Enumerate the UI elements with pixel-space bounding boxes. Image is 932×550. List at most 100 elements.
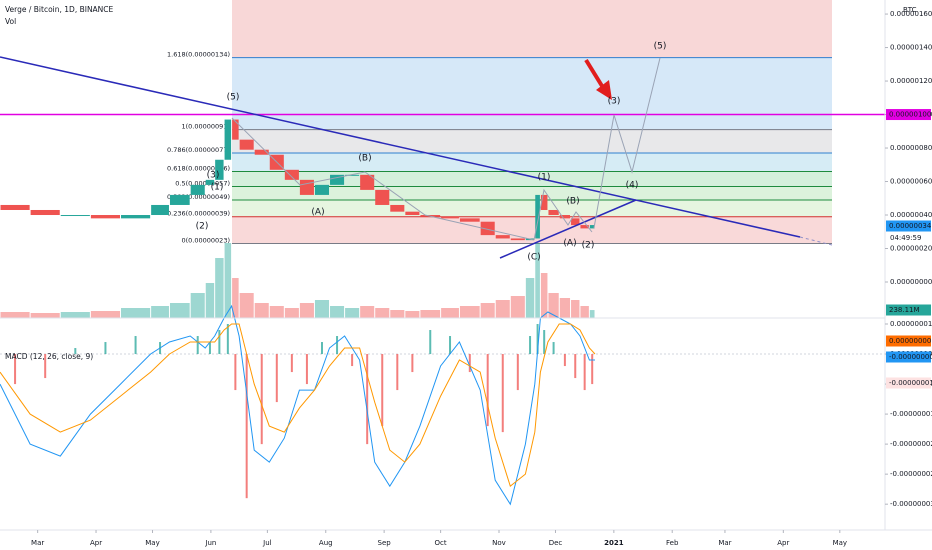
histogram-bar	[486, 354, 489, 427]
x-tick-label: Apr	[777, 539, 789, 547]
wave-label: (4)	[626, 181, 639, 191]
x-tick-label: Aug	[319, 539, 333, 547]
volume-bar	[239, 293, 254, 318]
macd-badge: -0.00000000	[889, 353, 932, 361]
candle	[0, 204, 30, 210]
fib-zone	[232, 129, 832, 154]
histogram-bar	[275, 354, 278, 403]
axis-unit: BTC	[903, 6, 917, 14]
trend-line	[0, 56, 801, 238]
wave-label: (3)	[608, 97, 621, 107]
histogram-bar	[290, 354, 293, 373]
histogram-bar	[320, 342, 323, 355]
volume-bar	[314, 300, 330, 318]
candle	[571, 218, 580, 226]
histogram-bar	[245, 354, 248, 499]
macd-line	[0, 323, 596, 488]
candle	[60, 215, 90, 217]
volume-bar	[151, 306, 169, 318]
volume-bar	[205, 283, 215, 318]
histogram-bar	[574, 354, 577, 379]
volume-title: Vol	[5, 17, 16, 26]
volume-bar	[269, 306, 284, 318]
countdown: 04:49:59	[890, 234, 921, 242]
candle	[299, 179, 314, 195]
wave-label: (5)	[654, 42, 667, 52]
price-badge-box	[886, 220, 931, 232]
macd-title: MACD (12, 26, close, 9)	[5, 352, 93, 361]
candle	[375, 189, 390, 205]
candle	[169, 194, 190, 205]
volume-bar	[540, 273, 548, 318]
fib-label: 1(0.00000091)	[182, 123, 231, 131]
candle	[215, 159, 224, 180]
candle	[330, 174, 345, 185]
candle	[580, 225, 589, 229]
volume-bar	[224, 243, 232, 318]
x-tick-label: Apr	[90, 539, 102, 547]
histogram-bar	[411, 354, 414, 373]
y-tick-label: -0.00000001	[890, 410, 932, 418]
y-tick-label: 0.00000140	[890, 44, 932, 52]
x-tick-label: 2021	[604, 539, 624, 547]
x-tick-label: May	[833, 539, 847, 547]
wave-label: (A)	[311, 208, 324, 218]
candle	[510, 238, 525, 241]
signal-badge: 0.00000000	[889, 337, 931, 345]
wave-label: (C)	[527, 253, 540, 263]
volume-bar	[215, 258, 224, 318]
wave-label: (B)	[358, 154, 371, 164]
fib-label: 0.236(0.00000039)	[167, 210, 230, 218]
volume-bar	[169, 303, 190, 318]
histogram-bar	[429, 330, 432, 355]
y-tick-label: -0.00000002	[890, 470, 932, 478]
candle	[30, 209, 60, 216]
candle	[284, 169, 299, 180]
histogram-bar	[381, 354, 384, 427]
wave-path	[231, 117, 535, 241]
volume-bar	[441, 308, 459, 318]
histogram-bar	[234, 354, 237, 391]
level-badge: 0.00000100	[889, 111, 931, 119]
volume-bar	[299, 303, 314, 318]
volume-bar	[580, 306, 589, 318]
histogram-bar	[563, 354, 566, 367]
volume-badge-box	[886, 304, 931, 316]
volume-bar	[535, 243, 540, 318]
macd-line	[0, 304, 595, 506]
histogram-bar	[336, 336, 339, 355]
volume-bar	[589, 310, 595, 318]
volume-bar	[459, 306, 480, 318]
fib-zone	[232, 57, 832, 130]
histogram-bar	[449, 336, 452, 355]
volume-bar	[284, 308, 299, 318]
histogram-bar	[536, 324, 539, 355]
projection-path	[593, 57, 661, 229]
volume-bar	[495, 300, 510, 318]
level-badge-box	[886, 109, 931, 121]
candle	[360, 174, 375, 190]
fib-zone	[232, 0, 832, 58]
volume-bar	[559, 298, 571, 318]
candle	[535, 194, 540, 239]
candle	[495, 235, 510, 239]
x-tick-label: Oct	[435, 539, 447, 547]
y-tick-label: 0.00000060	[890, 178, 932, 186]
wave-label: (2)	[582, 241, 595, 251]
candle	[405, 211, 420, 216]
candle	[480, 221, 495, 236]
histogram-bar	[366, 354, 369, 445]
histogram-bar	[208, 342, 211, 355]
fib-label: 0.786(0.00000077)	[167, 146, 230, 154]
volume-bar	[345, 308, 360, 318]
y-tick-label: 0.00000160	[890, 10, 932, 18]
fib-zone	[232, 171, 832, 187]
volume-badge: 238.11M	[889, 306, 920, 314]
x-tick-label: Mar	[718, 539, 731, 547]
y-tick-label: 0.00000020	[890, 245, 932, 253]
chart-title: Verge / Bitcoin, 1D, BINANCE	[5, 5, 114, 14]
y-tick-label: 0.00000120	[890, 77, 932, 85]
histogram-bar	[583, 354, 586, 391]
y-tick-label: -0.00000003	[890, 500, 932, 508]
